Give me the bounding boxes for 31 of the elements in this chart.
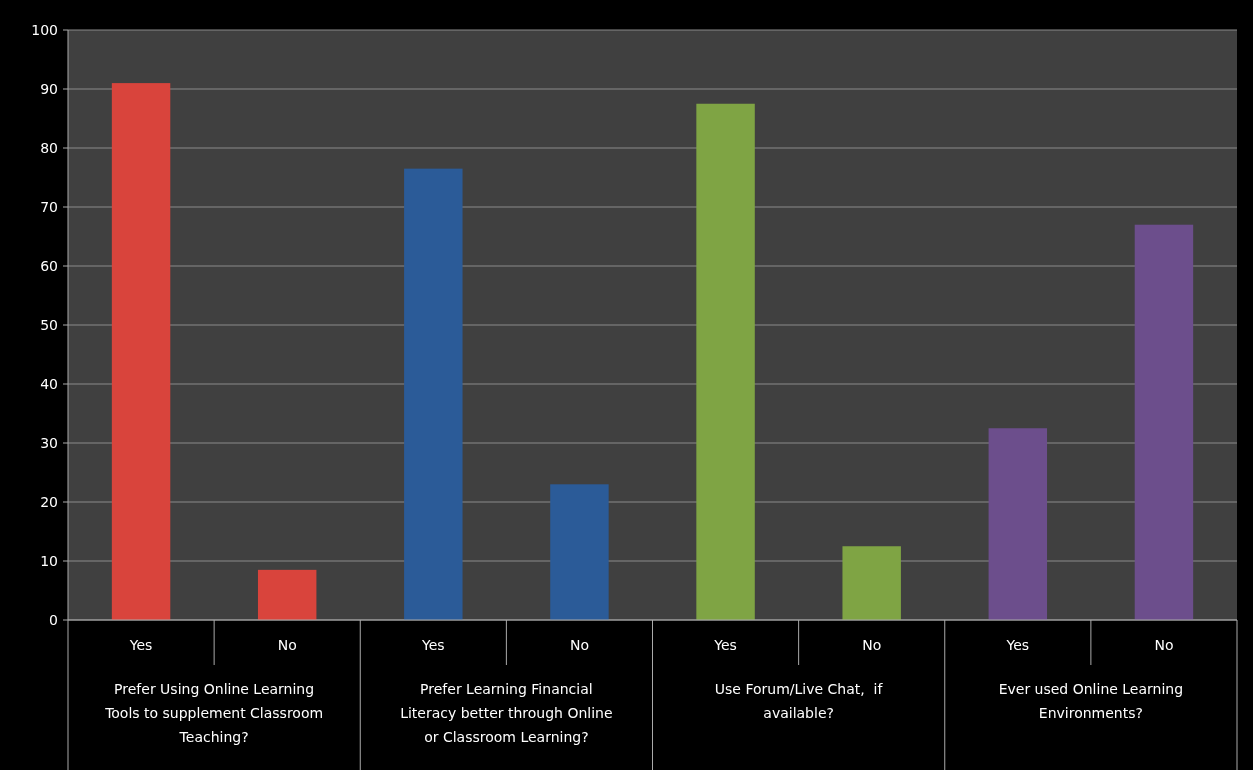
x-tick-label: No <box>569 637 589 653</box>
y-tick-label: 50 <box>40 316 58 333</box>
bar <box>842 546 901 620</box>
text: Use Forum/Live Chat, if available? <box>714 681 884 721</box>
x-tick-label: Yes <box>713 637 737 653</box>
y-tick-label: 20 <box>40 493 58 510</box>
bar <box>404 168 463 620</box>
bar <box>1134 224 1194 620</box>
bar <box>257 569 317 620</box>
y-tick-label: 90 <box>40 80 58 97</box>
x-tick-label: Yes <box>421 637 445 653</box>
x-tick-label: Yes <box>128 637 153 653</box>
x-tick-label: Yes <box>1005 637 1030 653</box>
bar <box>550 484 609 620</box>
y-tick-label: 30 <box>40 434 58 451</box>
text: Prefer Using Online Learning Tools to supplement Classroom Teaching? <box>104 681 324 745</box>
y-tick-label: 80 <box>40 139 58 156</box>
bar <box>988 428 1048 620</box>
y-tick-label: 60 <box>40 257 58 274</box>
bar <box>111 83 171 620</box>
text: Prefer Learning Financial Literacy better through Online or Classroom Learning? <box>400 681 613 745</box>
x-tick-label: No <box>862 637 882 653</box>
x-tick-label: No <box>277 637 297 653</box>
y-tick-label: 0 <box>49 611 58 628</box>
y-tick-label: 100 <box>31 21 58 38</box>
x-tick-label: No <box>1154 637 1174 653</box>
y-tick-label: 40 <box>40 375 58 392</box>
y-tick-label: 70 <box>40 198 58 215</box>
text: Ever used Online Learning Environments? <box>998 681 1184 721</box>
y-tick-label: 10 <box>40 552 58 569</box>
bar <box>696 103 755 620</box>
